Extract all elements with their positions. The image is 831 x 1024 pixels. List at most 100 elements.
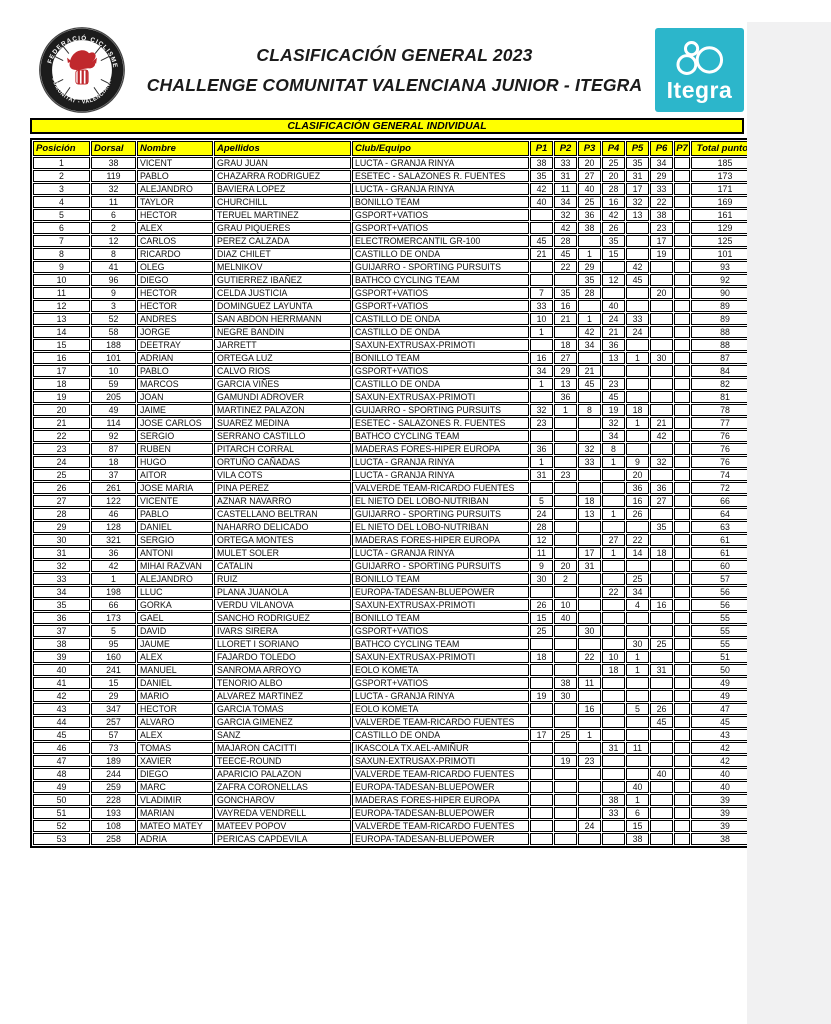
cell-total: 173 (691, 170, 759, 182)
cell-apellidos: PITARCH CORRAL (214, 443, 351, 455)
cell-nombre: DAVID (137, 625, 213, 637)
cell-dorsal: 38 (91, 157, 136, 169)
cell-nombre: MARC (137, 781, 213, 793)
cell-p7 (674, 404, 690, 416)
cell-p4 (602, 755, 625, 767)
cell-apellidos: LLORET I SORIANO (214, 638, 351, 650)
table-row: 6 2 ALEX GRAU PIQUERES GSPORT+VATIOS 42 38 26 23… (33, 222, 759, 234)
cell-p5 (626, 625, 649, 637)
cell-p3: 20 (578, 157, 601, 169)
cell-dorsal: 41 (91, 261, 136, 273)
cell-p4: 35 (602, 235, 625, 247)
itegra-label: Itegra (666, 76, 733, 103)
cell-p7 (674, 781, 690, 793)
cell-total: 45 (691, 716, 759, 728)
cell-p7 (674, 456, 690, 468)
cell-posicion: 6 (33, 222, 90, 234)
cell-p1 (530, 339, 553, 351)
cell-p3 (578, 690, 601, 702)
cell-nombre: ALEJANDRO (137, 573, 213, 585)
cell-p5 (626, 287, 649, 299)
cell-dorsal: 95 (91, 638, 136, 650)
cell-nombre: GORKA (137, 599, 213, 611)
cell-p1: 31 (530, 469, 553, 481)
cell-p6: 17 (650, 235, 673, 247)
cell-p6 (650, 300, 673, 312)
column-header-club: Club/Equipo (352, 141, 529, 156)
cell-p5: 34 (626, 586, 649, 598)
cell-p1 (530, 794, 553, 806)
cell-p5: 35 (626, 157, 649, 169)
cell-p5: 14 (626, 547, 649, 559)
table-row: 17 10 PABLO CALVO RIOS GSPORT+VATIOS 34 29 21 84 (33, 365, 759, 377)
cell-p1 (530, 209, 553, 221)
cell-p7 (674, 287, 690, 299)
federation-logo: FEDERACIÓ CICLISME COMUNITAT - VALENCIAN… (30, 26, 134, 114)
cell-p6: 27 (650, 495, 673, 507)
table-row: 27 122 VICENTE AZNAR NAVARRO EL NIETO DEL LO… (33, 495, 759, 507)
cell-nombre: TOMAS (137, 742, 213, 754)
cell-p1: 16 (530, 352, 553, 364)
cell-apellidos: CASTELLANO BELTRAN (214, 508, 351, 520)
cell-p4: 15 (602, 248, 625, 260)
cell-p2 (554, 833, 577, 845)
cell-apellidos: APARICIO PALAZON (214, 768, 351, 780)
cell-club: SAXUN-EXTRUSAX-PRIMOTI (352, 339, 529, 351)
cell-p7 (674, 482, 690, 494)
table-row: 23 87 RUBEN PITARCH CORRAL MADERAS FORES-HIP… (33, 443, 759, 455)
table-row: 15 188 DEETRAY JARRETT SAXUN-EXTRUSAX-PRIMOT… (33, 339, 759, 351)
cell-p3 (578, 534, 601, 546)
cell-p2: 25 (554, 729, 577, 741)
cell-p1: 40 (530, 196, 553, 208)
cell-dorsal: 66 (91, 599, 136, 611)
cell-p2 (554, 430, 577, 442)
cell-p7 (674, 612, 690, 624)
cell-p5: 31 (626, 170, 649, 182)
cell-nombre: ADRIA (137, 833, 213, 845)
cell-p6: 45 (650, 716, 673, 728)
cell-p2: 10 (554, 599, 577, 611)
cell-p4: 40 (602, 300, 625, 312)
cell-total: 55 (691, 638, 759, 650)
cell-p6 (650, 274, 673, 286)
cell-p3 (578, 300, 601, 312)
table-row: 41 15 DANIEL TENORIO ALBO GSPORT+VATIOS 38 11 4… (33, 677, 759, 689)
cell-p2: 29 (554, 365, 577, 377)
cell-p3 (578, 391, 601, 403)
cell-p1: 36 (530, 443, 553, 455)
cell-dorsal: 128 (91, 521, 136, 533)
cell-p6 (650, 534, 673, 546)
cell-p7 (674, 690, 690, 702)
cell-p5: 13 (626, 209, 649, 221)
cell-nombre: MANUEL (137, 664, 213, 676)
cell-total: 171 (691, 183, 759, 195)
cell-p4 (602, 261, 625, 273)
cell-p5: 15 (626, 820, 649, 832)
cell-p4: 16 (602, 196, 625, 208)
cell-club: BATHCO CYCLING TEAM (352, 274, 529, 286)
cell-p4 (602, 573, 625, 585)
cell-posicion: 38 (33, 638, 90, 650)
cell-p3 (578, 469, 601, 481)
cell-apellidos: GARCIA VIÑES (214, 378, 351, 390)
cell-p6 (650, 560, 673, 572)
table-row: 48 244 DIEGO APARICIO PALAZON VALVERDE TEAM-… (33, 768, 759, 780)
cell-club: VALVERDE TEAM-RICARDO FUENTES (352, 716, 529, 728)
cell-p1: 15 (530, 612, 553, 624)
cell-p5: 30 (626, 638, 649, 650)
cell-p5: 6 (626, 807, 649, 819)
cell-p7 (674, 677, 690, 689)
cell-p5: 40 (626, 781, 649, 793)
cell-p2 (554, 807, 577, 819)
cell-p6 (650, 365, 673, 377)
cell-dorsal: 12 (91, 235, 136, 247)
cell-p2 (554, 820, 577, 832)
cell-p3: 34 (578, 339, 601, 351)
cell-total: 60 (691, 560, 759, 572)
cell-p5 (626, 300, 649, 312)
cell-p5: 42 (626, 261, 649, 273)
cell-dorsal: 96 (91, 274, 136, 286)
cell-p2: 36 (554, 391, 577, 403)
cell-p2: 22 (554, 261, 577, 273)
molecule-icon (675, 40, 723, 75)
